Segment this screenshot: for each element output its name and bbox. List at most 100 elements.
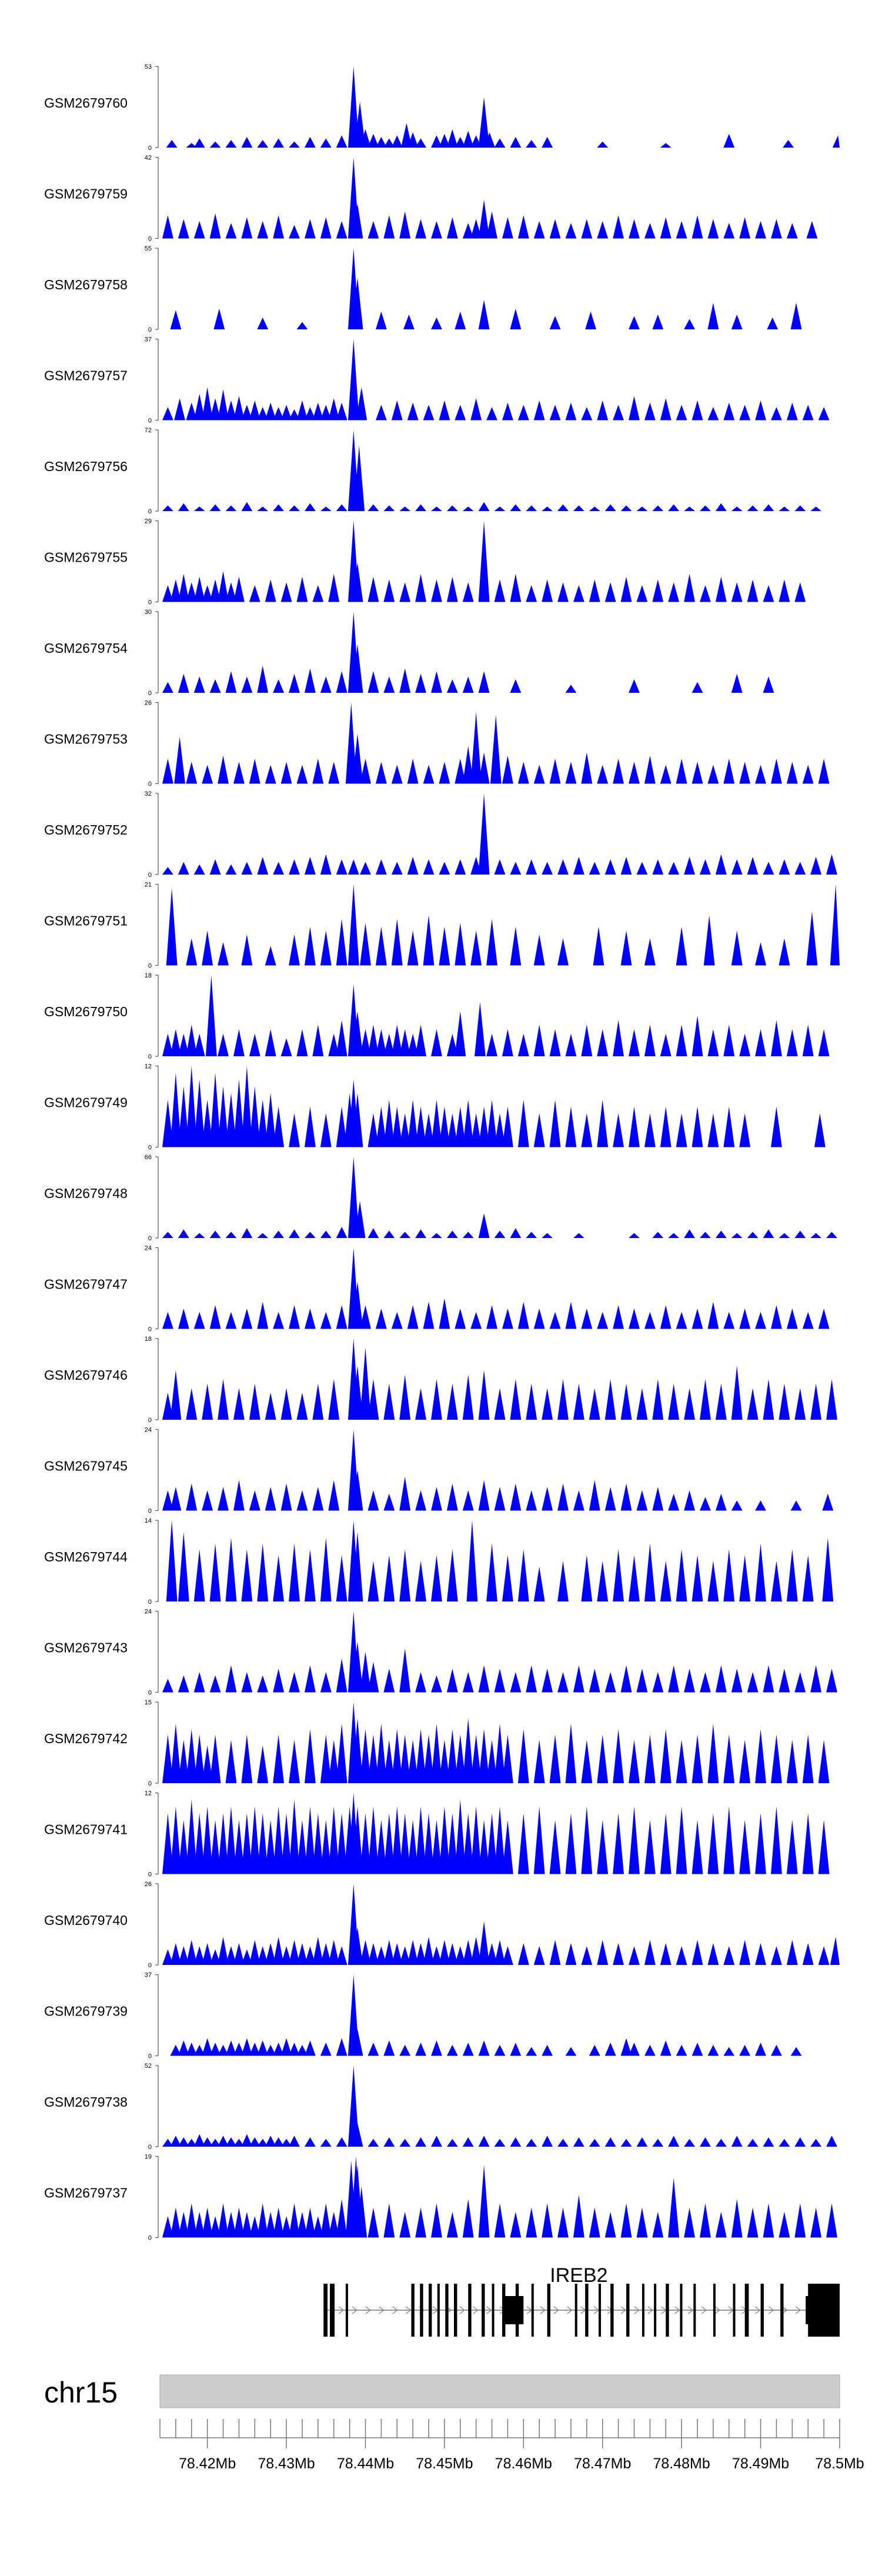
coverage-peak	[668, 504, 680, 511]
coverage-peak	[597, 221, 609, 239]
coverage-peak	[478, 97, 490, 148]
coverage-peak	[676, 1549, 687, 1601]
coverage-peak	[739, 1940, 751, 1965]
coverage-peak	[383, 1383, 395, 1420]
y-max-label: 26	[145, 1881, 152, 1888]
coverage-peak	[446, 129, 458, 148]
coverage-peak	[636, 2207, 648, 2238]
coverage-peak	[526, 505, 537, 511]
coverage-peak	[691, 682, 703, 693]
coverage-peak	[423, 405, 435, 421]
coverage-peak	[486, 1543, 497, 1601]
coverage-peak	[794, 1672, 806, 1693]
coverage-peak	[241, 405, 253, 421]
coverage-peak	[423, 1813, 435, 1874]
coverage-peak	[193, 393, 205, 421]
coverage-peak	[739, 405, 751, 421]
coverage-peak	[257, 2203, 269, 2238]
track-GSM2679751: GSM2679751 21 0	[44, 882, 840, 970]
coverage-peak	[644, 1820, 656, 1874]
coverage-peak	[644, 1543, 656, 1601]
coverage-peak	[209, 504, 221, 511]
coverage-peak	[162, 759, 173, 784]
coverage-peak	[415, 504, 426, 511]
coverage-peak	[462, 676, 474, 693]
coverage-peak	[731, 1500, 743, 1511]
strand-arrow-icon	[714, 2306, 721, 2314]
coverage-peak	[755, 765, 766, 784]
y-zero-label: 0	[148, 145, 152, 152]
coverage-peak	[423, 1302, 435, 1329]
strand-arrow-icon	[795, 2306, 801, 2314]
coverage-peak	[193, 676, 205, 693]
coverage-peak	[644, 1734, 656, 1783]
coverage-peak	[478, 671, 490, 693]
coverage-peak	[383, 215, 395, 239]
coverage-peak	[549, 1734, 561, 1783]
coverage-peak	[620, 856, 632, 875]
coverage-peak	[786, 1740, 798, 1783]
coverage-peak	[494, 2138, 506, 2147]
coverage-peak	[304, 1665, 316, 1693]
coverage-peak	[178, 503, 189, 511]
coverage-peak	[446, 217, 458, 239]
coverage-peak	[581, 1309, 593, 1329]
coverage-peak	[597, 765, 609, 784]
coverage-peak	[802, 1813, 814, 1874]
coverage-peak	[462, 1813, 474, 1874]
coverage-peak	[431, 1487, 442, 1511]
coverage-peak	[186, 2203, 198, 2238]
coverage-peak	[446, 1549, 458, 1601]
coverage-peak	[289, 1800, 300, 1874]
coverage-peak	[660, 1033, 671, 1056]
coverage-peak	[668, 2135, 680, 2147]
coverage-peak	[289, 2203, 300, 2238]
coverage-peak	[186, 1483, 198, 1511]
coverage-peak	[779, 506, 790, 511]
coverage-peak	[668, 862, 680, 875]
coverage-peak	[597, 141, 609, 148]
coverage-peak	[779, 1383, 790, 1420]
coverage-peak	[715, 2138, 727, 2147]
coverage-peak	[209, 2043, 221, 2056]
coverage-peak	[731, 506, 743, 511]
coverage-peak	[218, 1033, 229, 1056]
coverage-peak	[348, 339, 359, 421]
coverage-peak	[241, 934, 253, 966]
coverage-peak	[360, 1940, 371, 1965]
coverage-peak	[368, 504, 379, 511]
coverage-peak	[613, 1549, 624, 1601]
coverage-peak	[723, 1946, 735, 1965]
track-label: GSM2679753	[44, 732, 128, 747]
coverage-peak	[368, 1228, 379, 1238]
coverage-peak	[352, 1282, 363, 1329]
coverage-peak	[353, 445, 365, 511]
coverage-peak	[415, 573, 426, 602]
coverage-peak	[328, 1740, 340, 1783]
coverage-peak	[162, 1232, 173, 1238]
track-label: GSM2679739	[44, 2004, 128, 2019]
coverage-peak	[810, 1383, 822, 1420]
coverage-peak	[368, 1661, 379, 1693]
y-max-label: 29	[145, 518, 152, 525]
coverage-peak	[542, 1487, 553, 1511]
coverage-peak	[193, 138, 205, 148]
coverage-peak	[542, 2203, 553, 2238]
coverage-peak	[186, 938, 198, 966]
coverage-peak	[205, 975, 217, 1056]
coverage-peak	[597, 400, 609, 421]
coverage-peak	[652, 1379, 664, 1420]
coverage-peak	[763, 504, 774, 511]
coverage-peak	[455, 311, 466, 329]
coverage-peak	[715, 854, 727, 875]
coverage-peak	[320, 217, 332, 239]
coverage-peak	[193, 1734, 205, 1783]
coverage-peak	[186, 1729, 198, 1783]
track-GSM2679741: GSM2679741 12 0	[44, 1790, 830, 1878]
coverage-peak	[755, 1943, 766, 1965]
coverage-peak	[174, 736, 186, 784]
coverage-peak	[810, 2138, 822, 2147]
track-GSM2679748: GSM2679748 66 0	[44, 1154, 837, 1242]
track-label: GSM2679745	[44, 1459, 128, 1474]
y-max-label: 32	[145, 790, 152, 798]
